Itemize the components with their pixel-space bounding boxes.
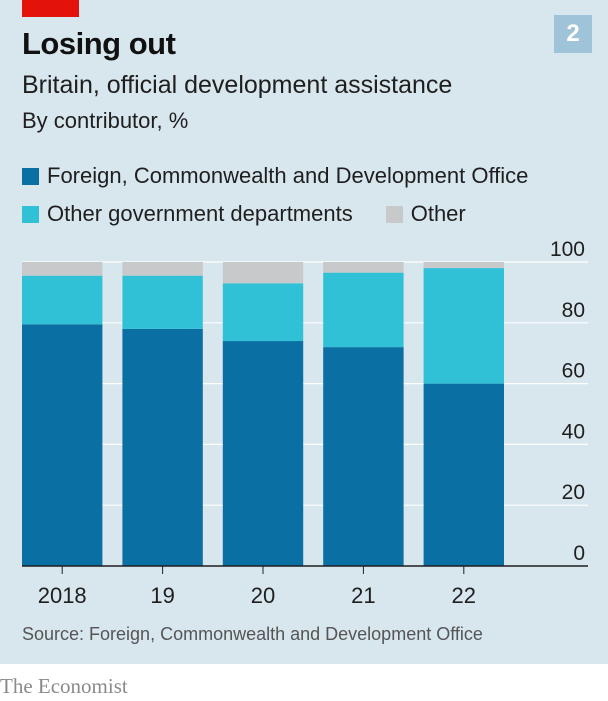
y-tick-label: 40: [562, 420, 585, 443]
bar-segment-other: [323, 262, 404, 273]
legend-item-other-gov: Other government departments: [22, 201, 353, 227]
bar-segment-fcdo: [222, 341, 304, 566]
legend-row-1: Foreign, Commonwealth and Development Of…: [22, 163, 561, 189]
bar-segment-other-gov: [222, 283, 304, 342]
bar-segment-other-gov: [22, 275, 103, 325]
legend-label-other-gov: Other government departments: [47, 201, 353, 226]
bar-segment-other-gov: [323, 272, 404, 348]
legend-swatch-other: [385, 205, 403, 223]
y-tick-label: 60: [562, 360, 585, 383]
y-tick-label: 80: [562, 299, 585, 322]
chart-title: Losing out: [22, 26, 176, 61]
x-tick-label: 2018: [38, 583, 87, 608]
legend-row-2: Other government departments Other: [22, 201, 499, 227]
bar-segment-other-gov: [122, 275, 203, 329]
source-note: Source: Foreign, Commonwealth and Develo…: [22, 624, 483, 644]
x-tick-label: 20: [251, 583, 275, 608]
y-tick-label: 20: [562, 481, 585, 504]
bar-segment-fcdo: [423, 383, 504, 566]
x-tick-label: 22: [452, 583, 476, 608]
x-tick-label: 19: [150, 583, 174, 608]
legend-label-fcdo: Foreign, Commonwealth and Development Of…: [47, 163, 529, 188]
y-tick-label: 0: [573, 542, 585, 565]
legend-label-other: Other: [410, 201, 466, 226]
brand-accent-bar: [22, 0, 79, 17]
stacked-bar-chart: 0 20 40 60 80 100 2018 19 20 21 22: [22, 238, 588, 608]
chart-unit-label: By contributor, %: [22, 108, 189, 133]
legend-item-other: Other: [385, 201, 466, 227]
publisher-logo: The Economist: [0, 674, 128, 698]
bar-segment-other: [222, 262, 304, 284]
bar-segment-other: [423, 262, 504, 269]
chart-number-badge: 2: [554, 15, 592, 53]
legend-swatch-fcdo: [22, 167, 39, 185]
bar-segment-other: [122, 262, 203, 276]
legend-item-fcdo: Foreign, Commonwealth and Development Of…: [22, 163, 528, 189]
bar-segment-fcdo: [323, 347, 404, 566]
x-tick-label: 21: [351, 583, 375, 608]
bar-segment-fcdo: [22, 324, 103, 566]
bar-segment-other: [22, 262, 103, 276]
bar-segment-other-gov: [423, 268, 504, 384]
bar-segment-fcdo: [122, 328, 203, 566]
legend-swatch-other-gov: [22, 205, 39, 223]
chart-subtitle: Britain, official development assistance: [22, 71, 453, 99]
y-tick-label: 100: [550, 238, 585, 261]
